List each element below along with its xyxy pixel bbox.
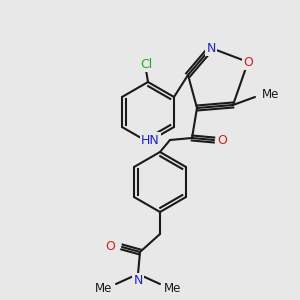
Text: N: N — [206, 41, 216, 55]
Text: HN: HN — [141, 134, 160, 146]
Text: O: O — [217, 134, 227, 146]
Text: Cl: Cl — [140, 58, 152, 70]
Text: N: N — [133, 274, 143, 287]
Text: Me: Me — [94, 281, 112, 295]
Text: Me: Me — [262, 88, 279, 101]
Text: O: O — [243, 56, 253, 68]
Text: O: O — [105, 239, 115, 253]
Text: HN: HN — [141, 134, 160, 146]
Text: Me: Me — [164, 281, 182, 295]
